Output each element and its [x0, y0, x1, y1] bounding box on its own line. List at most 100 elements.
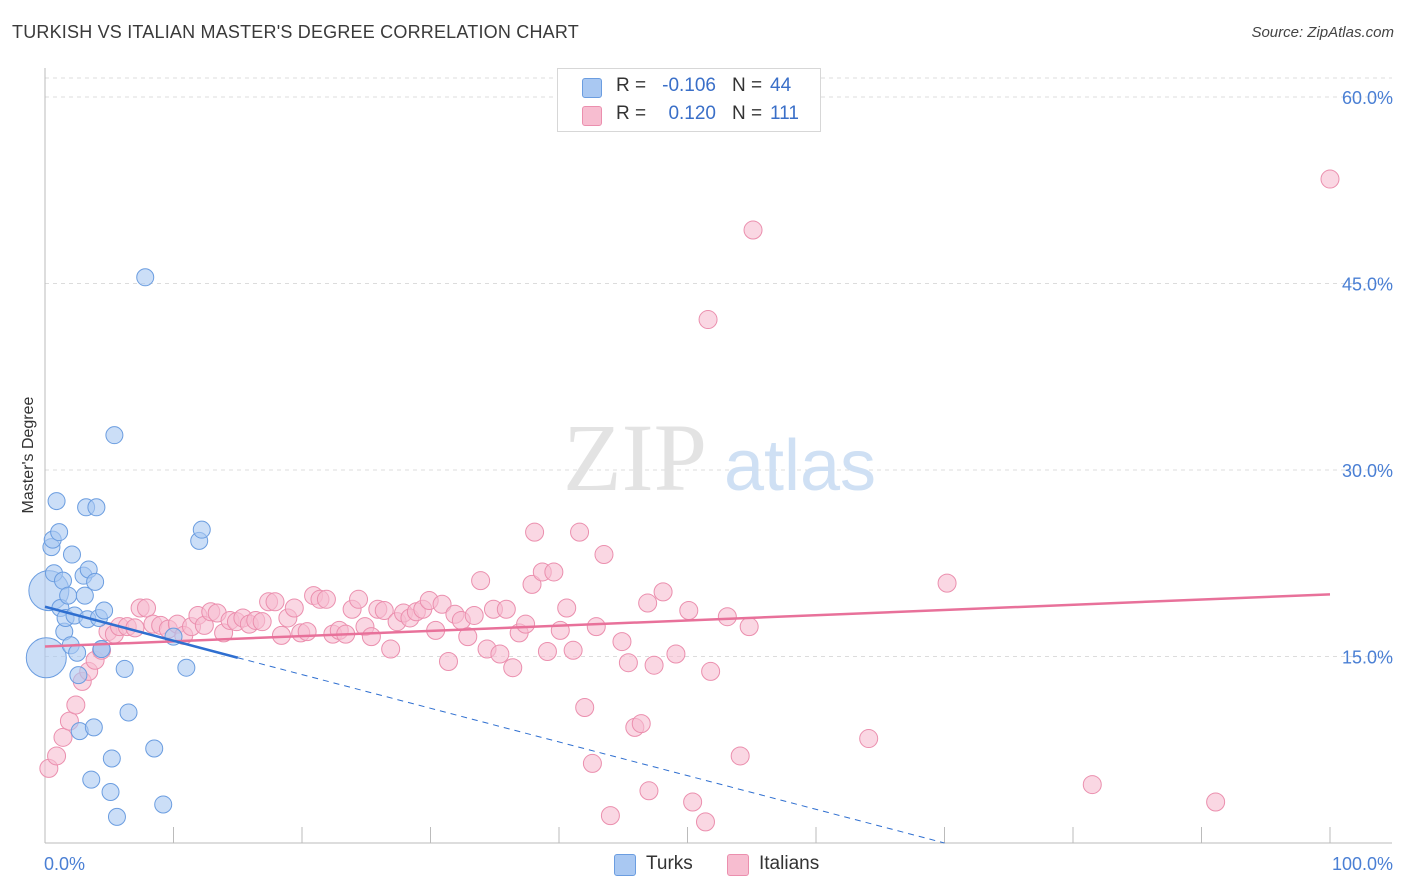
- italians-point: [653, 582, 673, 602]
- italians-point: [638, 593, 658, 613]
- turks-point: [101, 783, 120, 802]
- italians-point: [743, 220, 763, 240]
- chart-title: TURKISH VS ITALIAN MASTER'S DEGREE CORRE…: [12, 22, 579, 42]
- legend-row-italians: R = 0.120 N = 111: [558, 101, 820, 129]
- italians-point: [1082, 775, 1102, 795]
- italians-swatch: [727, 854, 749, 876]
- turks-point: [86, 572, 105, 591]
- turks-label: Turks: [646, 853, 693, 874]
- turks-point: [87, 498, 106, 517]
- turks-point: [95, 601, 114, 620]
- source-label: Source: ZipAtlas.com: [1251, 24, 1394, 41]
- turks-point: [115, 659, 134, 678]
- y-axis-label: Master's Degree: [20, 396, 37, 513]
- italians-point: [679, 600, 699, 620]
- italians-point: [544, 562, 564, 582]
- italians-point: [683, 792, 703, 812]
- italians-point: [594, 545, 614, 565]
- turks-point: [75, 586, 94, 605]
- legend-r-value: 0.120: [668, 103, 716, 124]
- turks-point: [154, 795, 173, 814]
- x-tick-label: 100.0%: [1332, 854, 1393, 874]
- x-tick-label: 0.0%: [44, 854, 85, 874]
- italians-point: [582, 753, 602, 773]
- turks-point: [68, 643, 87, 662]
- italians-point: [458, 627, 478, 647]
- italians-point: [516, 614, 536, 634]
- italians-point: [471, 571, 491, 591]
- series-legend: Turks Italians: [0, 852, 1406, 878]
- italians-point: [432, 594, 452, 614]
- turks-trend-extension: [237, 657, 945, 844]
- turks-point: [25, 637, 67, 679]
- legend-swatch-italians: [582, 106, 602, 126]
- italians-point: [586, 617, 606, 637]
- grid-lines: [45, 77, 1392, 657]
- italians-point: [381, 639, 401, 659]
- italians-point: [557, 598, 577, 618]
- y-tick-label: 45.0%: [1342, 275, 1393, 295]
- italians-point: [284, 598, 304, 618]
- italians-point: [644, 655, 664, 675]
- italians-point: [695, 812, 715, 832]
- watermark: ZIP atlas: [563, 404, 876, 511]
- axes: [44, 68, 1392, 844]
- legend-n-value: 111: [770, 103, 799, 124]
- turks-point: [69, 666, 88, 685]
- turks-point: [145, 739, 164, 758]
- italians-point: [666, 644, 686, 664]
- italians-point: [1320, 169, 1340, 189]
- italians-point: [937, 573, 957, 593]
- legend-swatch-turks: [582, 78, 602, 98]
- turks-point: [177, 658, 196, 677]
- italians-point: [631, 714, 651, 734]
- italians-point: [550, 620, 570, 640]
- turks-point: [82, 770, 101, 789]
- turks-point: [50, 523, 69, 542]
- italians-point: [503, 658, 523, 678]
- watermark-atlas: atlas: [724, 426, 876, 506]
- legend-r-label: R =: [616, 103, 647, 124]
- turks-point: [192, 520, 211, 539]
- italians-point: [349, 589, 369, 609]
- italians-point: [859, 729, 879, 749]
- italians-point: [618, 653, 638, 673]
- italians-point: [701, 661, 721, 681]
- italians-point: [438, 651, 458, 671]
- turks-points: [25, 268, 211, 826]
- italians-label: Italians: [759, 853, 820, 874]
- italians-point: [570, 522, 590, 542]
- italians-point: [522, 574, 542, 594]
- y-tick-label: 15.0%: [1342, 648, 1393, 668]
- italians-point: [374, 600, 394, 620]
- stats-legend: R = -0.106 N = 44 R = 0.120 N = 111: [557, 68, 821, 132]
- turks-point: [84, 718, 103, 737]
- italians-point: [464, 605, 484, 625]
- turks-trend-line: [44, 605, 239, 659]
- turks-point: [47, 492, 66, 511]
- turks-point: [136, 268, 155, 287]
- turks-point: [105, 426, 124, 445]
- italians-point: [563, 640, 583, 660]
- turks-swatch: [614, 854, 636, 876]
- italians-point: [137, 598, 157, 618]
- italians-point: [361, 627, 381, 647]
- legend-row-turks: R = -0.106 N = 44: [558, 73, 820, 101]
- turks-point: [53, 571, 72, 590]
- x-tick-labels: 0.0% 100.0%: [44, 854, 1393, 874]
- italians-point: [525, 522, 545, 542]
- italians-point: [739, 617, 759, 637]
- italians-point: [53, 727, 73, 747]
- italians-trend-line: [44, 593, 1331, 648]
- legend-n-label: N =: [732, 103, 763, 124]
- italians-point: [717, 607, 737, 627]
- legend-r-value: -0.106: [662, 75, 716, 96]
- turks-point: [119, 703, 138, 722]
- italians-point: [537, 642, 557, 662]
- y-tick-label: 30.0%: [1342, 461, 1393, 481]
- legend-r-label: R =: [616, 75, 647, 96]
- italians-point: [730, 746, 750, 766]
- italians-point: [271, 625, 291, 645]
- italians-point: [639, 781, 659, 801]
- legend-n-label: N =: [732, 75, 763, 96]
